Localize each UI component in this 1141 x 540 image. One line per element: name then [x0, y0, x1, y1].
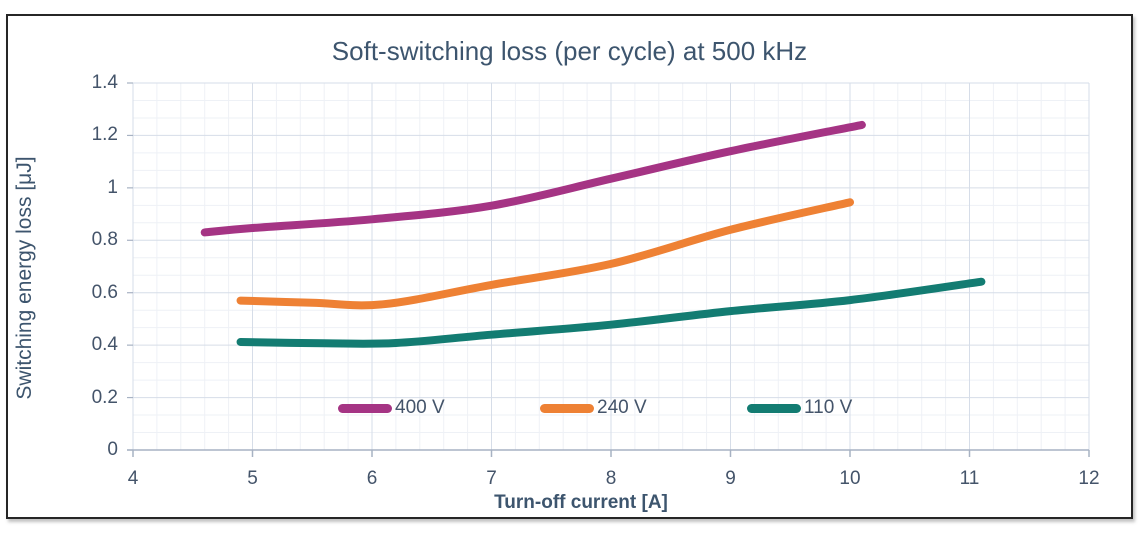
y-tick-label: 0.8 [91, 229, 118, 251]
x-tick-label: 9 [725, 468, 736, 489]
y-tick-label: 0.2 [91, 386, 118, 408]
x-tick-label: 7 [486, 468, 497, 489]
y-axis-title: Switching energy loss [μJ] [13, 156, 36, 400]
legend-item-400v: 400 V [338, 397, 445, 418]
legend-item-240v: 240 V [540, 397, 647, 418]
series-line-240v [236, 198, 854, 310]
chart-title: Soft-switching loss (per cycle) at 500 k… [331, 36, 808, 66]
x-tick-label: 10 [839, 468, 861, 489]
x-tick-label: 12 [1078, 468, 1100, 489]
x-tick-label: 4 [127, 468, 139, 489]
legend-swatch [540, 403, 594, 413]
legend-label: 240 V [597, 397, 647, 418]
legend-item-110v: 110 V [747, 397, 853, 418]
legend-label: 110 V [804, 397, 853, 418]
legend-swatch [747, 403, 801, 413]
y-tick-label: 1.4 [91, 72, 118, 93]
y-tick-label: 0.6 [91, 281, 118, 303]
y-tick-label: 1.2 [91, 124, 118, 146]
x-tick-label: 8 [605, 468, 617, 489]
legend-swatch [338, 403, 392, 413]
y-tick-label: 0.4 [91, 334, 118, 356]
series-line-400v [200, 120, 866, 237]
x-axis-title: Turn-off current [A] [494, 492, 668, 513]
y-tick-label: 1 [107, 176, 118, 198]
series-line-110v [236, 277, 986, 348]
x-tick-label: 6 [366, 468, 378, 489]
legend-label: 400 V [395, 397, 445, 418]
x-tick-label: 5 [247, 468, 258, 489]
x-tick-label: 11 [959, 468, 980, 489]
y-tick-label: 0 [107, 439, 118, 460]
